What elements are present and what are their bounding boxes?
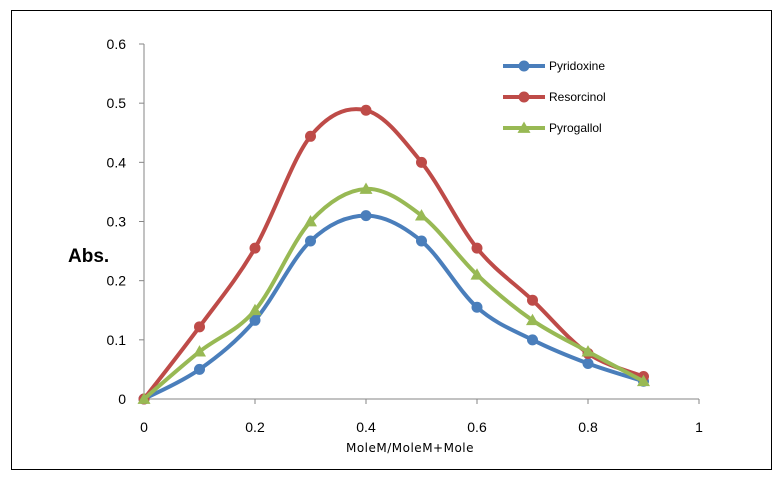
data-point [581,345,595,357]
x-tick-labels: 0 0.2 0.4 0.6 0.8 1 [140,419,703,435]
y-axis-label: Abs. [68,246,109,267]
y-tick-label: 0.1 [107,332,127,348]
data-point [194,321,205,333]
y-tick-label: 0.6 [107,36,127,52]
x-tick-label: 1 [695,419,703,435]
x-tick-label: 0 [140,419,148,435]
y-tick-label: 0.2 [107,273,127,289]
legend-item: Resorcinol [503,90,606,104]
data-point [194,363,205,375]
y-tick-label: 0.5 [107,95,127,111]
chart-frame [11,10,772,470]
legend-label: Pyridoxine [549,59,605,73]
data-point [305,235,316,247]
data-point [137,392,151,404]
data-point [527,334,538,346]
legend-item: Pyrogallol [503,121,602,135]
data-point [415,209,428,221]
data-point [470,268,484,280]
y-tick-label: 0.3 [107,214,127,230]
series-group [137,104,650,405]
x-tick-label: 0.6 [467,419,487,435]
data-point [249,242,261,254]
data-point [527,294,538,306]
x-axis-label: MoleM/MoleM+Mole [346,441,474,455]
legend-item: Pyridoxine [503,59,605,73]
legend-swatch-marker [518,60,530,72]
data-point [248,303,262,316]
data-point [416,156,427,168]
series-pyrogallol [137,182,650,404]
data-point [249,314,261,326]
legend-label: Pyrogallol [549,121,602,135]
series-resorcinol [138,104,649,405]
data-point [193,345,206,357]
data-point [471,301,483,313]
y-tick-label: 0.4 [107,154,127,170]
data-point [304,215,317,227]
data-point [359,182,373,194]
series-line [142,213,646,401]
data-point [526,313,539,326]
legend: Pyridoxine Resorcinol Pyrogallol [503,59,606,135]
data-point [582,358,594,369]
y-tick-labels: 0 0.1 0.2 0.3 0.4 0.5 0.6 [107,36,127,407]
x-tick-label: 0.8 [578,419,598,435]
data-point [305,130,316,142]
data-point [471,242,483,254]
legend-label: Resorcinol [549,90,606,104]
x-tick-label: 0.2 [245,419,265,435]
legend-swatch-marker [517,121,531,133]
data-point [360,210,372,222]
y-tick-label: 0 [118,391,126,407]
x-tick-label: 0.4 [356,419,376,435]
data-point [360,104,372,116]
legend-swatch-marker [518,91,530,103]
series-line [142,186,646,401]
data-point [416,235,427,247]
series-line [142,107,646,401]
data-point [637,374,650,387]
